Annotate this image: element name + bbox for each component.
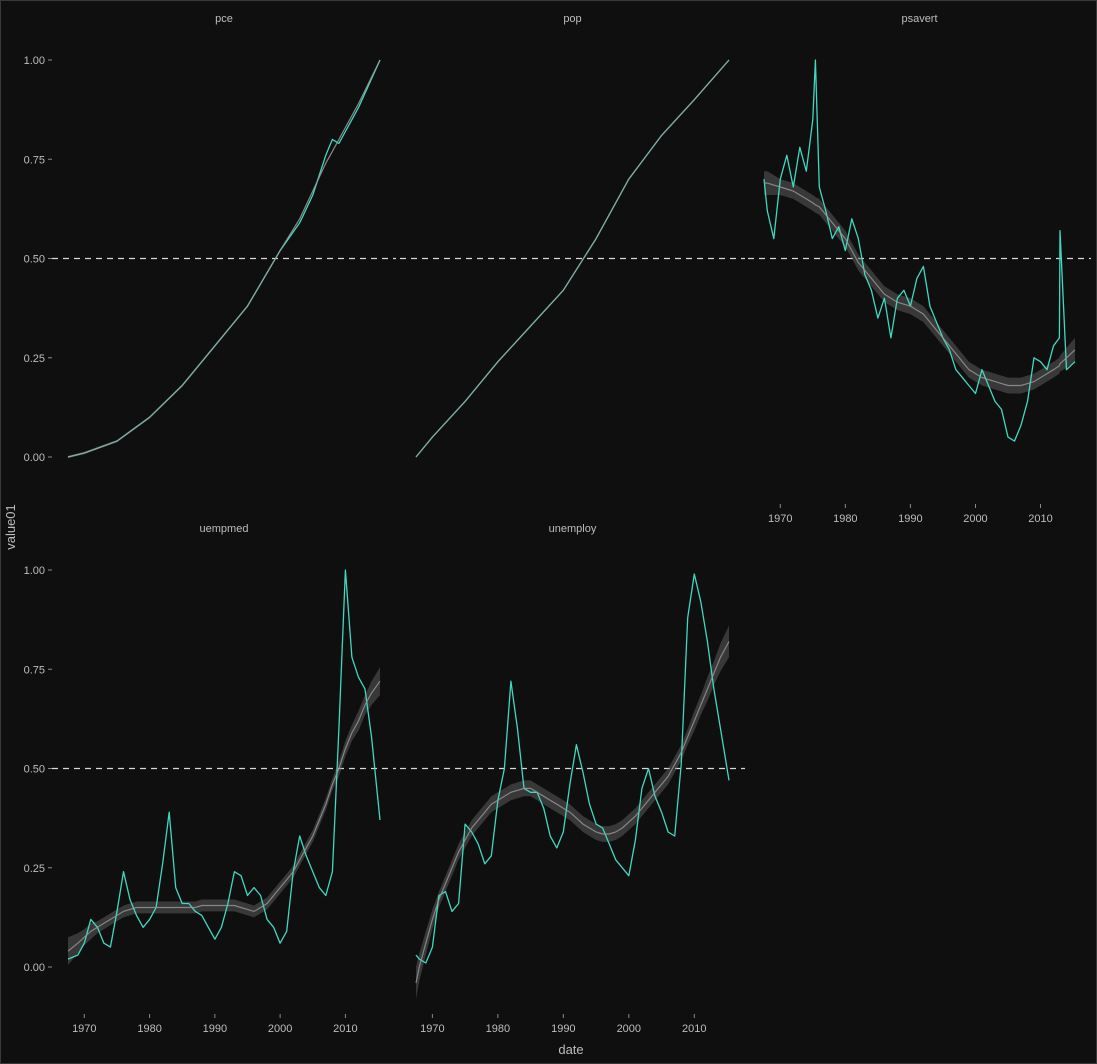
y-tick-label: 0.00 [24, 452, 45, 464]
y-tick-label: 0.50 [24, 254, 45, 266]
y-tick-label: 0.50 [24, 764, 45, 776]
y-tick-label: 0.75 [24, 664, 45, 676]
y-tick-label: 1.00 [24, 55, 45, 67]
x-tick-label: 2000 [963, 513, 987, 525]
x-tick-label: 2000 [617, 1023, 641, 1035]
strip-label: uempmed [200, 523, 249, 535]
panel-unemploy: unemploy 1970 1980 1990 2000 2010 [400, 523, 745, 1035]
panel-uempmed: uempmed 0.00 0.25 0.50 0.75 1.00 1970 1980 1990 2… [24, 523, 396, 1035]
y-tick-label: 0.00 [24, 962, 45, 974]
y-tick-label: 0.75 [24, 154, 45, 166]
panel-pop: pop [400, 13, 745, 458]
strip-label: pce [215, 13, 233, 25]
panel-psavert: psavert 1970 1980 1990 2000 2010 [748, 13, 1091, 525]
x-tick-label: 2010 [1028, 513, 1052, 525]
x-tick-label: 1980 [486, 1023, 510, 1035]
x-tick-label: 1970 [420, 1023, 444, 1035]
y-axis-title: value01 [3, 504, 18, 550]
x-tick-label: 2010 [682, 1023, 706, 1035]
strip-label: psavert [901, 13, 937, 25]
smooth-line-uempmed [67, 680, 381, 952]
series-line-unemploy [415, 573, 730, 964]
x-tick-label: 1990 [898, 513, 922, 525]
smooth-confidence-band [416, 625, 729, 999]
y-tick-label: 0.25 [24, 863, 45, 875]
x-axis-title: date [558, 1042, 583, 1057]
panel-pce: pce 0.00 0.25 0.50 0.75 1.00 [24, 13, 396, 464]
smooth-line-psavert [764, 182, 1076, 387]
x-tick-label: 1970 [768, 513, 792, 525]
x-tick-label: 1970 [72, 1023, 96, 1035]
strip-label: unemploy [549, 523, 597, 535]
smooth-confidence-band [764, 171, 1075, 394]
x-tick-label: 2010 [333, 1023, 357, 1035]
x-tick-label: 1980 [833, 513, 857, 525]
x-tick-label: 2000 [268, 1023, 292, 1035]
smooth-line-pce [67, 59, 381, 458]
y-tick-label: 0.25 [24, 353, 45, 365]
x-tick-label: 1990 [203, 1023, 227, 1035]
facet-panels: pce 0.00 0.25 0.50 0.75 1.00 pop psavert 1970 198… [24, 13, 1091, 1035]
smooth-line-unemploy [415, 641, 730, 984]
x-tick-label: 1980 [137, 1023, 161, 1035]
y-tick-label: 1.00 [24, 565, 45, 577]
series-line-uempmed [67, 569, 381, 960]
smooth-line-pop [415, 59, 730, 458]
series-line-psavert [763, 59, 1076, 442]
strip-label: pop [563, 13, 581, 25]
x-tick-label: 1990 [551, 1023, 575, 1035]
